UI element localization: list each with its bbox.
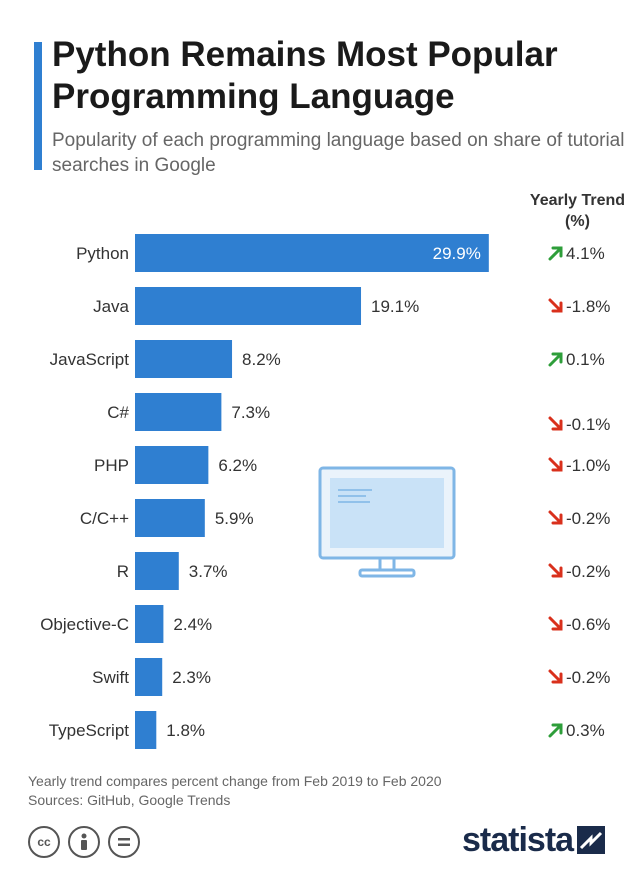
trend-label: -0.2% — [566, 509, 610, 528]
bar — [135, 340, 233, 378]
trend-down-icon — [548, 669, 563, 684]
bar — [135, 499, 205, 537]
trend-down-icon — [548, 616, 563, 631]
value-label: 1.8% — [166, 721, 205, 740]
bar — [135, 711, 157, 749]
value-label: 8.2% — [242, 350, 281, 369]
value-label: 3.7% — [189, 562, 228, 581]
trend-label: -1.0% — [566, 456, 610, 475]
trend-label: 0.1% — [566, 350, 605, 369]
category-label: TypeScript — [49, 721, 130, 740]
trend-label: -0.6% — [566, 615, 610, 634]
value-label: 2.3% — [172, 668, 211, 687]
footnote: Yearly trend compares percent change fro… — [28, 772, 608, 810]
bar — [135, 605, 164, 643]
value-label: 6.2% — [218, 456, 257, 475]
value-label: 19.1% — [371, 297, 419, 316]
trend-up-icon — [548, 723, 563, 738]
category-label: R — [117, 562, 129, 581]
value-label: 29.9% — [433, 244, 481, 263]
trend-label: 4.1% — [566, 244, 605, 263]
trend-label: -0.2% — [566, 668, 610, 687]
trend-label: -0.1% — [566, 415, 610, 434]
trend-down-icon — [548, 510, 563, 525]
category-label: C/C++ — [80, 509, 129, 528]
bar — [135, 234, 489, 272]
bar — [135, 393, 222, 431]
monitor-illustration-icon — [318, 466, 456, 578]
bar — [135, 287, 362, 325]
value-label: 7.3% — [231, 403, 270, 422]
sources-note: Sources: GitHub, Google Trends — [28, 792, 231, 808]
trend-down-icon — [548, 416, 563, 431]
trend-up-icon — [548, 246, 563, 261]
category-label: Swift — [92, 668, 129, 687]
trend-label: -0.2% — [566, 562, 610, 581]
category-label: Objective-C — [40, 615, 129, 634]
trend-down-icon — [548, 457, 563, 472]
statista-logo[interactable]: statista — [462, 818, 606, 862]
trend-down-icon — [548, 563, 563, 578]
trend-note: Yearly trend compares percent change fro… — [28, 773, 442, 789]
category-label: Java — [93, 297, 129, 316]
trend-up-icon — [548, 352, 563, 367]
value-label: 2.4% — [173, 615, 212, 634]
brand-name: statista — [462, 820, 574, 859]
value-label: 5.9% — [215, 509, 254, 528]
trend-down-icon — [548, 298, 563, 313]
category-label: JavaScript — [50, 350, 130, 369]
by-icon[interactable] — [68, 826, 100, 858]
category-label: C# — [107, 403, 129, 422]
trend-label: 0.3% — [566, 721, 605, 740]
license-icons: cc — [28, 826, 140, 860]
chart-title: Python Remains Most Popular Programming … — [52, 35, 558, 116]
bar — [135, 552, 179, 590]
trend-column-header: Yearly Trend (%) — [529, 192, 626, 230]
category-label: Python — [76, 244, 129, 263]
cc-icon[interactable]: cc — [28, 826, 60, 858]
bar — [135, 446, 209, 484]
category-label: PHP — [94, 456, 129, 475]
bar — [135, 658, 163, 696]
chart-subtitle: Popularity of each programming language … — [52, 130, 625, 176]
bar-chart: Python 29.9% 4.1% Java 19.1% -1.8% JavaScript 8… — [40, 234, 610, 749]
statista-logo-icon — [577, 826, 606, 854]
accent-bar — [34, 42, 42, 170]
trend-label: -1.8% — [566, 297, 610, 316]
nd-icon[interactable] — [108, 826, 140, 858]
